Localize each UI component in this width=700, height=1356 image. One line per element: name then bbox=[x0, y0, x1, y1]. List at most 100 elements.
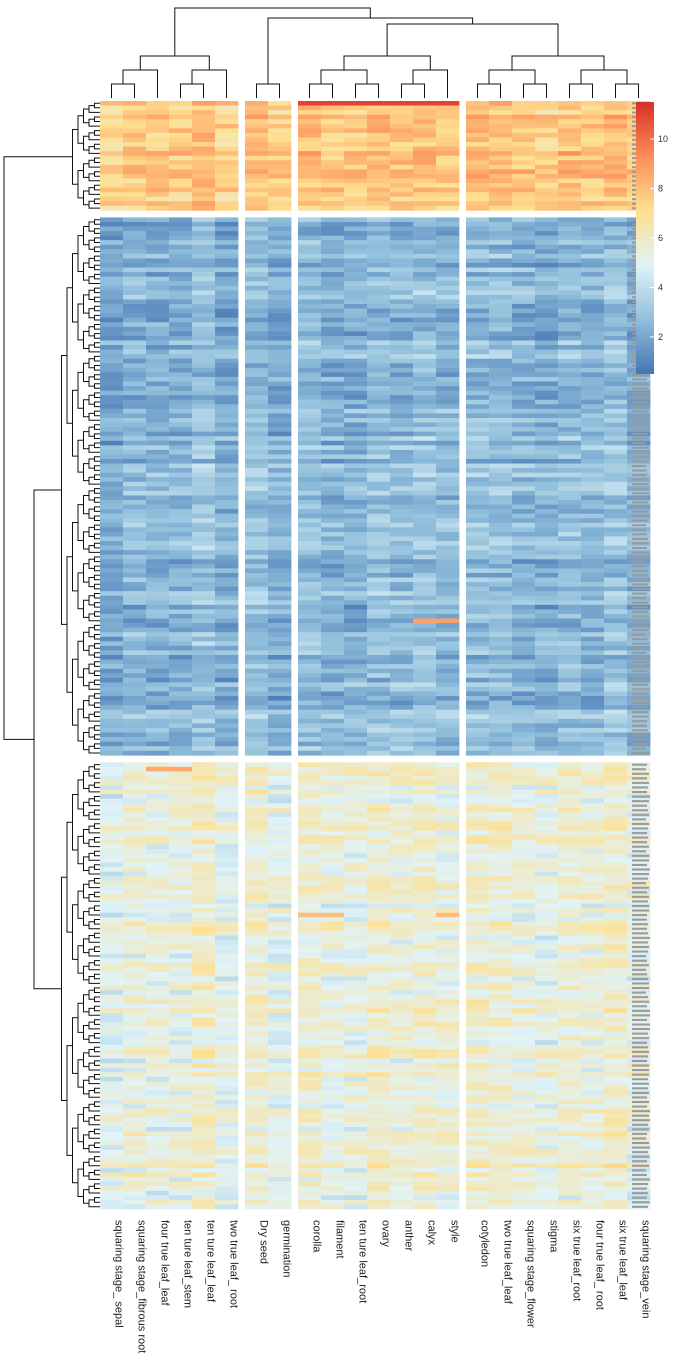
heatmap-cell bbox=[146, 664, 170, 670]
heatmap-cell bbox=[192, 390, 216, 396]
heatmap-cell bbox=[604, 408, 628, 414]
heatmap-cell bbox=[367, 1049, 391, 1055]
heatmap-cell bbox=[581, 509, 605, 515]
heatmap-cell bbox=[604, 164, 628, 170]
heatmap-cell bbox=[298, 408, 322, 414]
heatmap-cell bbox=[436, 563, 460, 569]
heatmap-cell bbox=[466, 326, 490, 332]
heatmap-cell bbox=[390, 844, 414, 850]
heatmap-cell bbox=[604, 326, 628, 332]
heatmap-cell bbox=[413, 967, 437, 973]
row-dendrogram-branch bbox=[94, 410, 100, 417]
heatmap-cell bbox=[367, 345, 391, 350]
heatmap-cell bbox=[100, 322, 124, 328]
heatmap-cell bbox=[558, 714, 582, 720]
heatmap-cell bbox=[581, 1003, 605, 1009]
heatmap-cell bbox=[413, 205, 437, 211]
heatmap-cell bbox=[413, 935, 437, 941]
heatmap-cell bbox=[321, 258, 345, 264]
heatmap-cell bbox=[466, 750, 490, 756]
heatmap-cell bbox=[321, 272, 345, 278]
heatmap-cell bbox=[321, 221, 345, 227]
heatmap-cell bbox=[298, 577, 322, 583]
heatmap-cell bbox=[169, 1008, 193, 1014]
heatmap-cell bbox=[413, 899, 437, 904]
heatmap-cell bbox=[367, 187, 391, 193]
heatmap-cell bbox=[192, 349, 216, 355]
heatmap-cell bbox=[123, 105, 147, 111]
heatmap-cell bbox=[215, 1049, 239, 1055]
heatmap-cell bbox=[489, 110, 513, 116]
heatmap-cell bbox=[466, 390, 490, 396]
heatmap-cell bbox=[146, 613, 170, 619]
heatmap-cell bbox=[268, 912, 292, 918]
heatmap-cell bbox=[245, 650, 269, 656]
heatmap-cell bbox=[321, 445, 345, 451]
heatmap-cell bbox=[581, 128, 605, 134]
heatmap-cell bbox=[321, 691, 345, 697]
heatmap-cell bbox=[558, 862, 582, 868]
heatmap-cell bbox=[390, 119, 414, 125]
heatmap-cell bbox=[466, 146, 490, 152]
heatmap-cell bbox=[436, 554, 460, 560]
heatmap-cell bbox=[100, 114, 124, 120]
heatmap-cell bbox=[192, 839, 216, 845]
heatmap-cell bbox=[100, 326, 124, 332]
heatmap-cell bbox=[123, 226, 147, 232]
heatmap-cell bbox=[146, 999, 170, 1005]
heatmap-cell bbox=[215, 1031, 239, 1037]
row-dendrogram-branch bbox=[66, 556, 73, 693]
heatmap-cell bbox=[100, 226, 124, 232]
heatmap-cell bbox=[100, 486, 124, 492]
heatmap-cell bbox=[367, 155, 391, 161]
heatmap-cell bbox=[146, 285, 170, 291]
heatmap-cell bbox=[489, 431, 513, 437]
heatmap-cell bbox=[215, 404, 239, 410]
heatmap-cell bbox=[436, 381, 460, 387]
heatmap-cell bbox=[489, 399, 513, 405]
heatmap-cell bbox=[344, 568, 368, 574]
heatmap-cell bbox=[604, 249, 628, 255]
row-dendrogram-branch bbox=[94, 837, 100, 843]
heatmap-cell bbox=[344, 926, 368, 932]
heatmap-cell bbox=[390, 613, 414, 619]
heatmap-cell bbox=[413, 794, 437, 800]
heatmap-cell bbox=[215, 472, 239, 478]
heatmap-cell bbox=[367, 313, 391, 319]
heatmap-cell bbox=[169, 226, 193, 232]
heatmap-cell bbox=[344, 632, 368, 638]
heatmap-cell bbox=[192, 541, 216, 546]
heatmap-cell bbox=[298, 518, 322, 524]
heatmap-cell bbox=[413, 217, 437, 223]
heatmap-cell bbox=[390, 340, 414, 346]
heatmap-cell bbox=[489, 885, 513, 891]
heatmap-cell bbox=[512, 422, 536, 428]
heatmap-cell bbox=[489, 449, 513, 455]
heatmap-cell bbox=[245, 160, 269, 166]
heatmap-cell bbox=[413, 151, 437, 157]
heatmap-cell bbox=[245, 367, 269, 373]
heatmap-cell bbox=[146, 1008, 170, 1014]
heatmap-cell bbox=[268, 187, 292, 193]
heatmap-cell bbox=[558, 944, 582, 950]
row-dendrogram-branch bbox=[94, 905, 100, 911]
heatmap-cell bbox=[512, 183, 536, 188]
heatmap-cell bbox=[436, 999, 460, 1005]
heatmap-cell bbox=[123, 609, 147, 615]
heatmap-cell bbox=[466, 101, 490, 106]
heatmap-cell bbox=[489, 691, 513, 697]
heatmap-cell bbox=[268, 1003, 292, 1009]
heatmap-cell bbox=[604, 976, 628, 982]
heatmap-cell bbox=[466, 472, 490, 478]
heatmap-cell bbox=[146, 335, 170, 341]
heatmap-cell bbox=[581, 746, 605, 752]
heatmap-cell bbox=[512, 235, 536, 241]
heatmap-cell bbox=[321, 345, 345, 350]
heatmap-cell bbox=[215, 935, 239, 941]
heatmap-cell bbox=[298, 390, 322, 396]
heatmap-cell bbox=[436, 495, 460, 501]
heatmap-cell bbox=[169, 258, 193, 264]
heatmap-cell bbox=[100, 481, 124, 487]
heatmap-cell bbox=[581, 390, 605, 396]
heatmap-cell bbox=[367, 908, 391, 914]
